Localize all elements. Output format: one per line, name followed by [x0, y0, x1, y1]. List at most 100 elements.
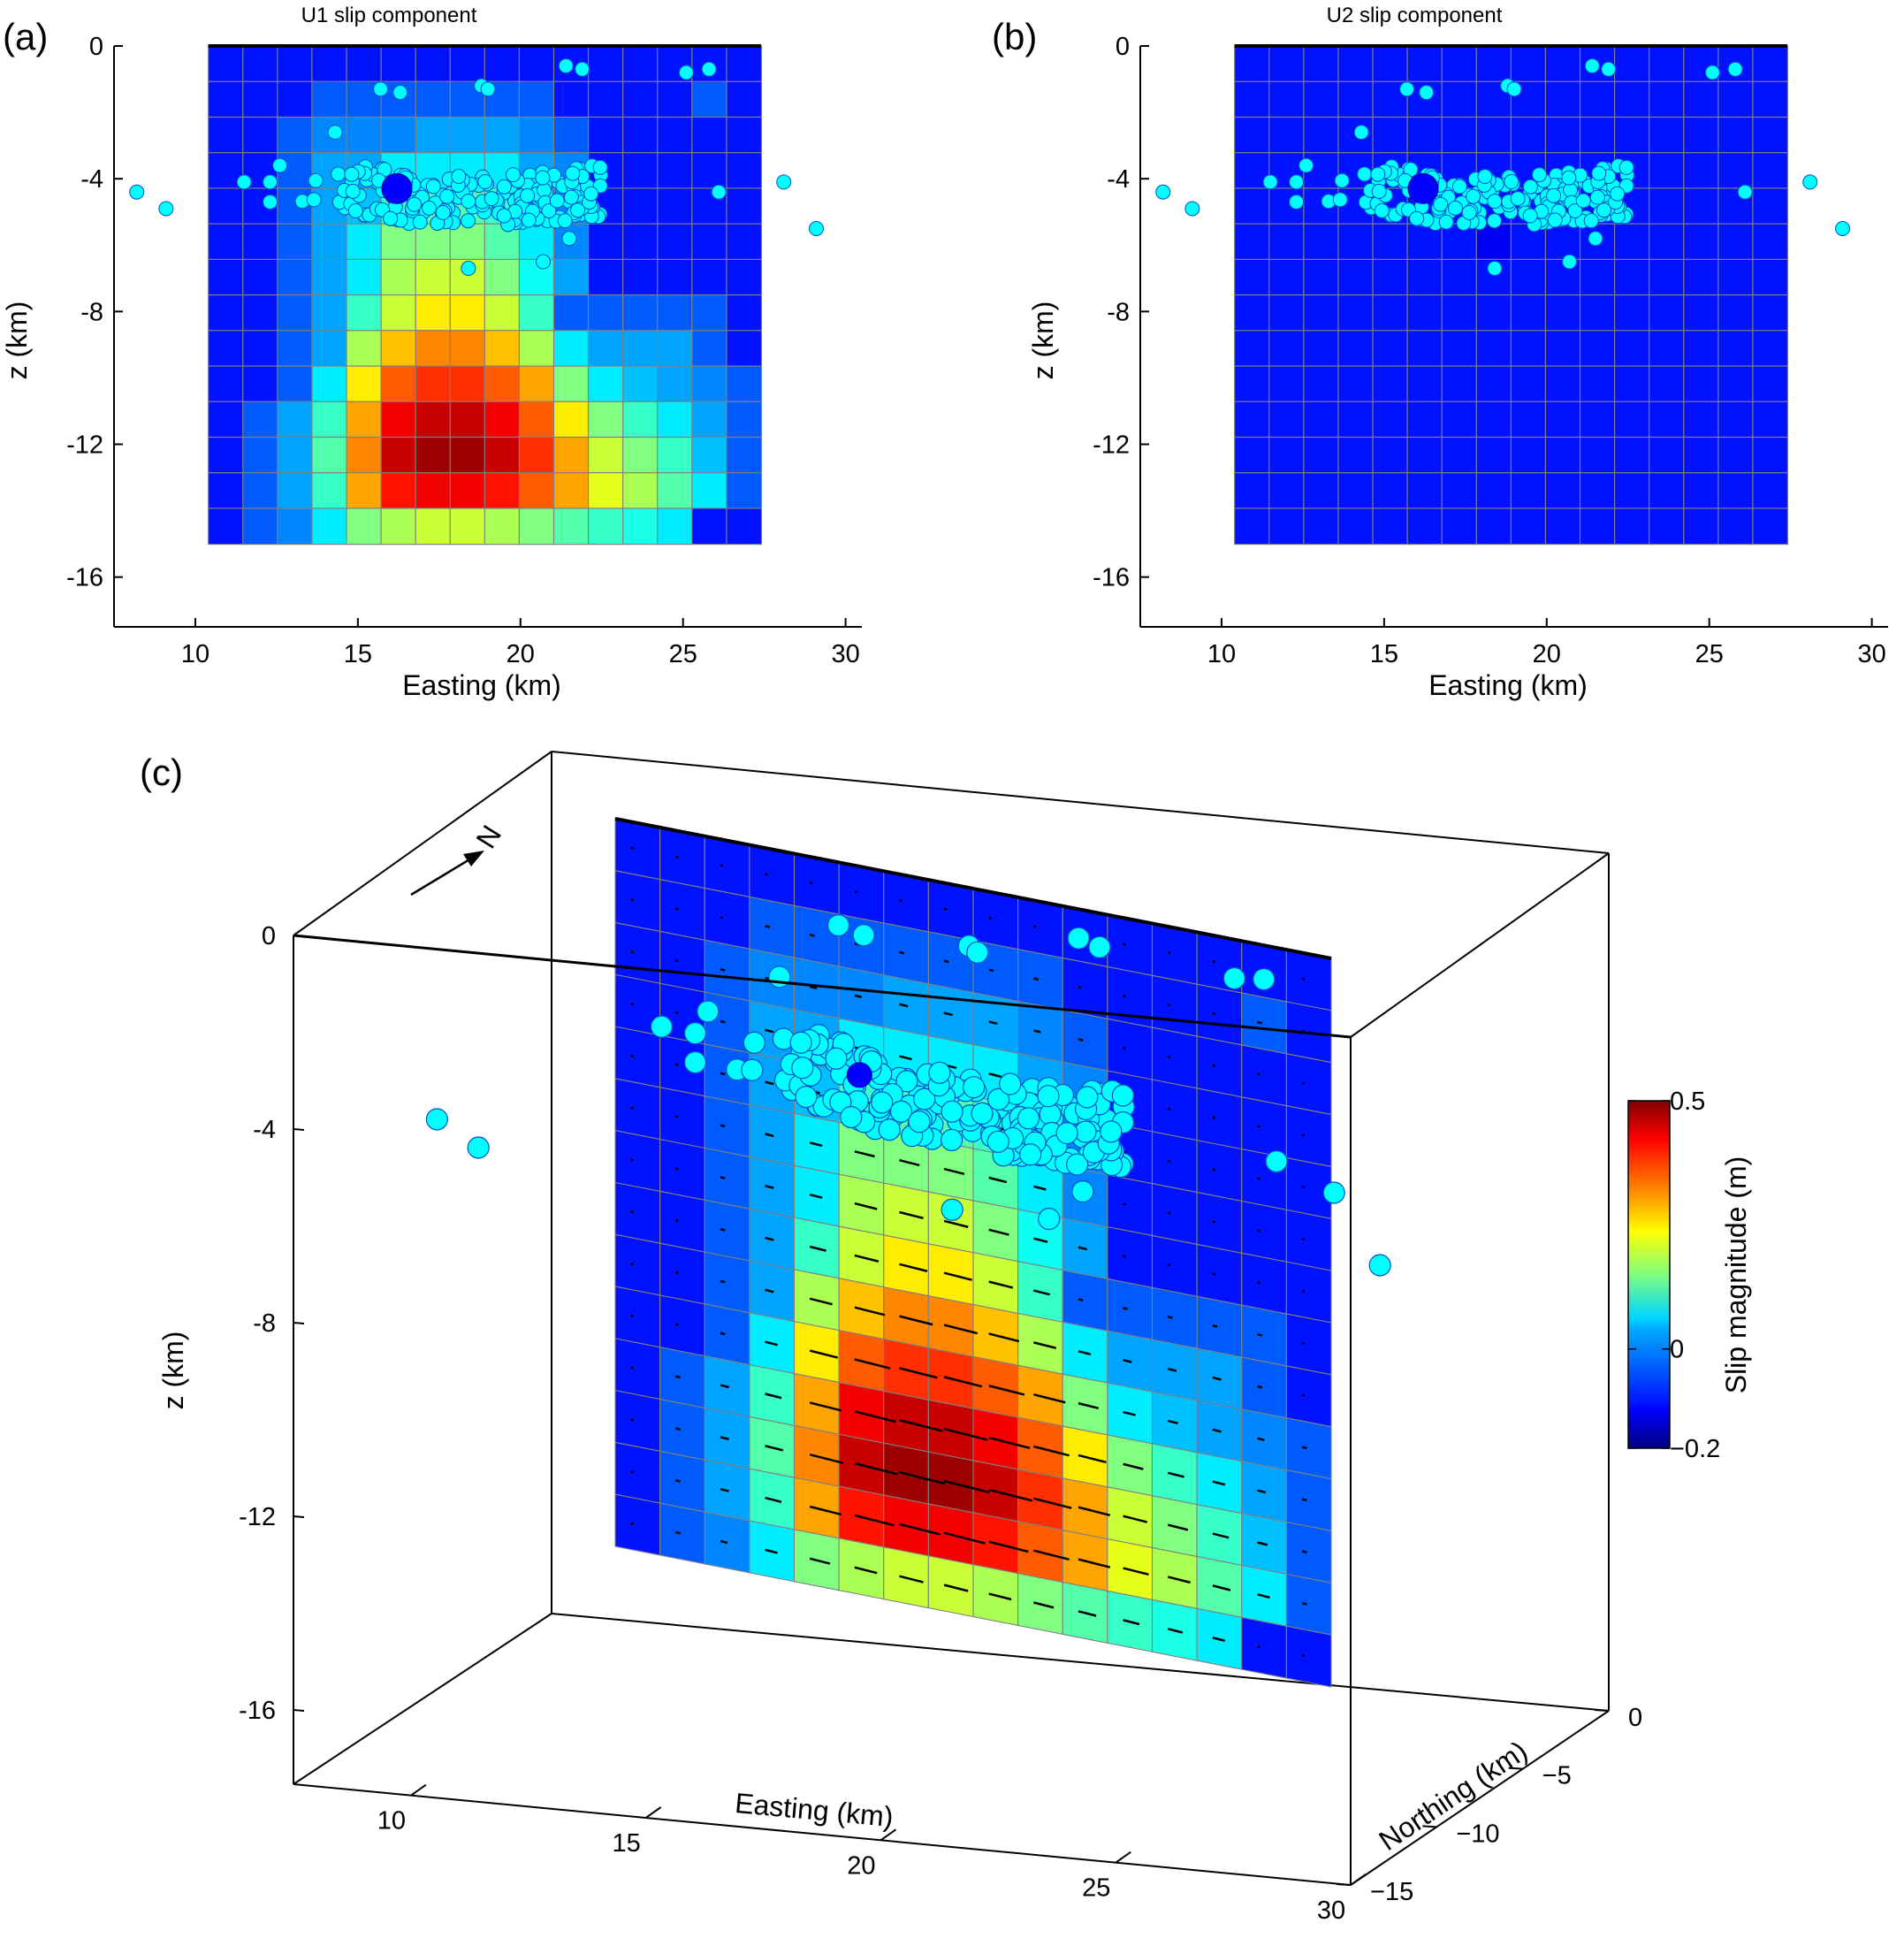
slip-cell — [1510, 294, 1547, 332]
y-tick-label: -8 — [1107, 298, 1130, 326]
slip-cell — [1337, 507, 1375, 546]
slip-cell — [1613, 365, 1650, 403]
slip-vector — [1301, 1238, 1306, 1241]
slip-cell — [415, 507, 452, 546]
slip-cell — [1372, 45, 1409, 83]
slip-vector — [765, 1496, 782, 1503]
slip-cell — [380, 258, 417, 296]
slip-cell — [657, 152, 693, 189]
slip-cell — [242, 436, 278, 474]
aftershock-marker — [373, 81, 389, 97]
aftershock-marker — [1371, 183, 1387, 199]
slip-cell — [726, 472, 763, 510]
slip-cell — [242, 294, 278, 332]
slip-vector — [809, 1141, 823, 1148]
slip-cell — [415, 294, 452, 332]
aftershock-marker — [327, 125, 343, 141]
z-tick-label: -16 — [239, 1697, 276, 1725]
slip-cell-3d — [1151, 974, 1198, 1037]
panel-label-c: (c) — [140, 752, 183, 793]
slip-cell — [208, 223, 244, 261]
slip-cell — [1406, 365, 1443, 403]
slip-cell — [415, 330, 452, 368]
slip-cell-3d — [659, 1294, 705, 1357]
slip-cell — [691, 507, 727, 546]
aftershock-marker — [496, 208, 512, 224]
slip-cell — [1683, 116, 1719, 154]
y-tick-3d — [1508, 1767, 1523, 1770]
slip-cell — [380, 116, 417, 154]
slip-vector — [765, 1393, 782, 1400]
slip-cell — [242, 365, 278, 403]
slip-cell — [1372, 223, 1409, 261]
slip-cell — [1683, 436, 1719, 474]
aftershock-marker — [1561, 170, 1577, 186]
slip-vector — [1123, 1567, 1149, 1576]
x-tick-label: 25 — [1695, 640, 1724, 668]
slip-cell — [1752, 472, 1789, 510]
slip-cell — [657, 472, 693, 510]
slip-vector — [988, 1176, 1008, 1184]
x-tick-label: 20 — [1533, 640, 1561, 668]
slip-cell — [1510, 330, 1547, 368]
aftershock-marker — [1370, 166, 1386, 182]
slip-cell — [691, 152, 727, 189]
slip-cell-3d — [1285, 1313, 1332, 1376]
slip-vector — [1257, 1020, 1263, 1025]
slip-cell — [518, 365, 555, 403]
aftershock-marker — [535, 170, 551, 186]
slip-cell — [1303, 365, 1340, 403]
slip-vector — [943, 1011, 954, 1017]
aftershock-marker — [1409, 210, 1425, 226]
slip-cell — [691, 223, 727, 261]
aftershock-marker-3d — [425, 1108, 448, 1131]
slip-cell — [691, 401, 727, 439]
slip-cell-3d — [614, 1286, 661, 1348]
slip-cell — [415, 45, 452, 83]
slip-cell — [552, 401, 590, 439]
slip-cell — [449, 436, 486, 474]
slip-cell — [1752, 330, 1789, 368]
slip-vector — [1257, 1645, 1260, 1649]
slip-vector — [1301, 1289, 1306, 1294]
aftershock-marker — [1567, 202, 1583, 218]
slip-cell — [1268, 365, 1305, 403]
slip-cell — [1613, 401, 1650, 439]
slip-cell — [1683, 80, 1719, 118]
slip-cell — [311, 365, 348, 403]
aftershock-marker-3d — [1076, 1086, 1099, 1109]
aftershock-marker-3d — [1017, 1107, 1040, 1130]
slip-vector — [943, 1531, 986, 1545]
slip-cell — [277, 365, 314, 403]
slip-cell — [518, 294, 555, 332]
slip-cell — [1649, 80, 1685, 118]
slip-cell — [587, 507, 624, 546]
slip-cell — [552, 365, 590, 403]
slip-cell — [518, 45, 555, 83]
slip-cell — [518, 116, 555, 154]
aftershock-marker-3d — [789, 1031, 812, 1054]
slip-cell — [415, 401, 452, 439]
slip-vector — [1167, 1628, 1184, 1634]
slip-cell — [277, 401, 314, 439]
slip-vector — [1301, 1133, 1306, 1137]
slip-cell — [1683, 223, 1719, 261]
slip-cell — [587, 401, 624, 439]
slip-cell — [1441, 436, 1478, 474]
slip-cell — [1441, 116, 1478, 154]
slip-vector — [943, 1324, 979, 1335]
aftershock-marker — [701, 61, 717, 77]
slip-cell — [1613, 258, 1650, 296]
slip-vector — [1212, 1220, 1216, 1224]
slip-cell — [484, 330, 521, 368]
slip-cell — [380, 436, 417, 474]
slip-cell — [484, 401, 521, 439]
slip-cell — [1544, 436, 1581, 474]
aftershock-marker — [263, 174, 278, 190]
slip-cell — [1649, 401, 1685, 439]
slip-cell — [552, 116, 590, 154]
slip-vector — [720, 1436, 729, 1441]
aftershock-marker-3d — [1055, 1122, 1078, 1145]
slip-cell — [449, 330, 486, 368]
slip-vector — [899, 1367, 938, 1379]
